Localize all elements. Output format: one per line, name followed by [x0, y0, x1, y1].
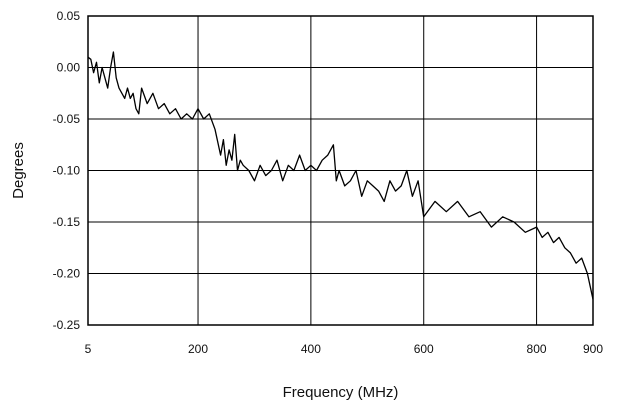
x-tick-label: 900: [583, 342, 603, 356]
series-line: [87, 51, 594, 300]
x-tick-label: 800: [527, 342, 547, 356]
x-tick-label: 600: [414, 342, 434, 356]
y-tick-label: -0.15: [53, 215, 81, 229]
y-tick-label: -0.10: [53, 164, 81, 178]
y-axis-label: Degrees: [10, 142, 27, 199]
y-tick-label: -0.20: [53, 267, 81, 281]
y-tick-label: -0.05: [53, 112, 81, 126]
y-tick-label: 0.00: [57, 61, 81, 75]
x-axis-label: Frequency (MHz): [283, 384, 399, 401]
grid-lines: [87, 15, 594, 326]
x-tick-label: 400: [301, 342, 321, 356]
plot-frame: [87, 15, 594, 326]
y-tick-label: 0.05: [57, 9, 81, 23]
x-tick-label: 200: [188, 342, 208, 356]
y-tick-labels: 0.05 0.00 -0.05 -0.10 -0.15 -0.20 -0.25: [53, 9, 81, 332]
series-layer: [87, 51, 594, 300]
x-tick-labels: 5 200 400 600 800 900: [85, 342, 604, 356]
y-tick-label: -0.25: [53, 318, 81, 332]
x-tick-label: 5: [85, 342, 92, 356]
